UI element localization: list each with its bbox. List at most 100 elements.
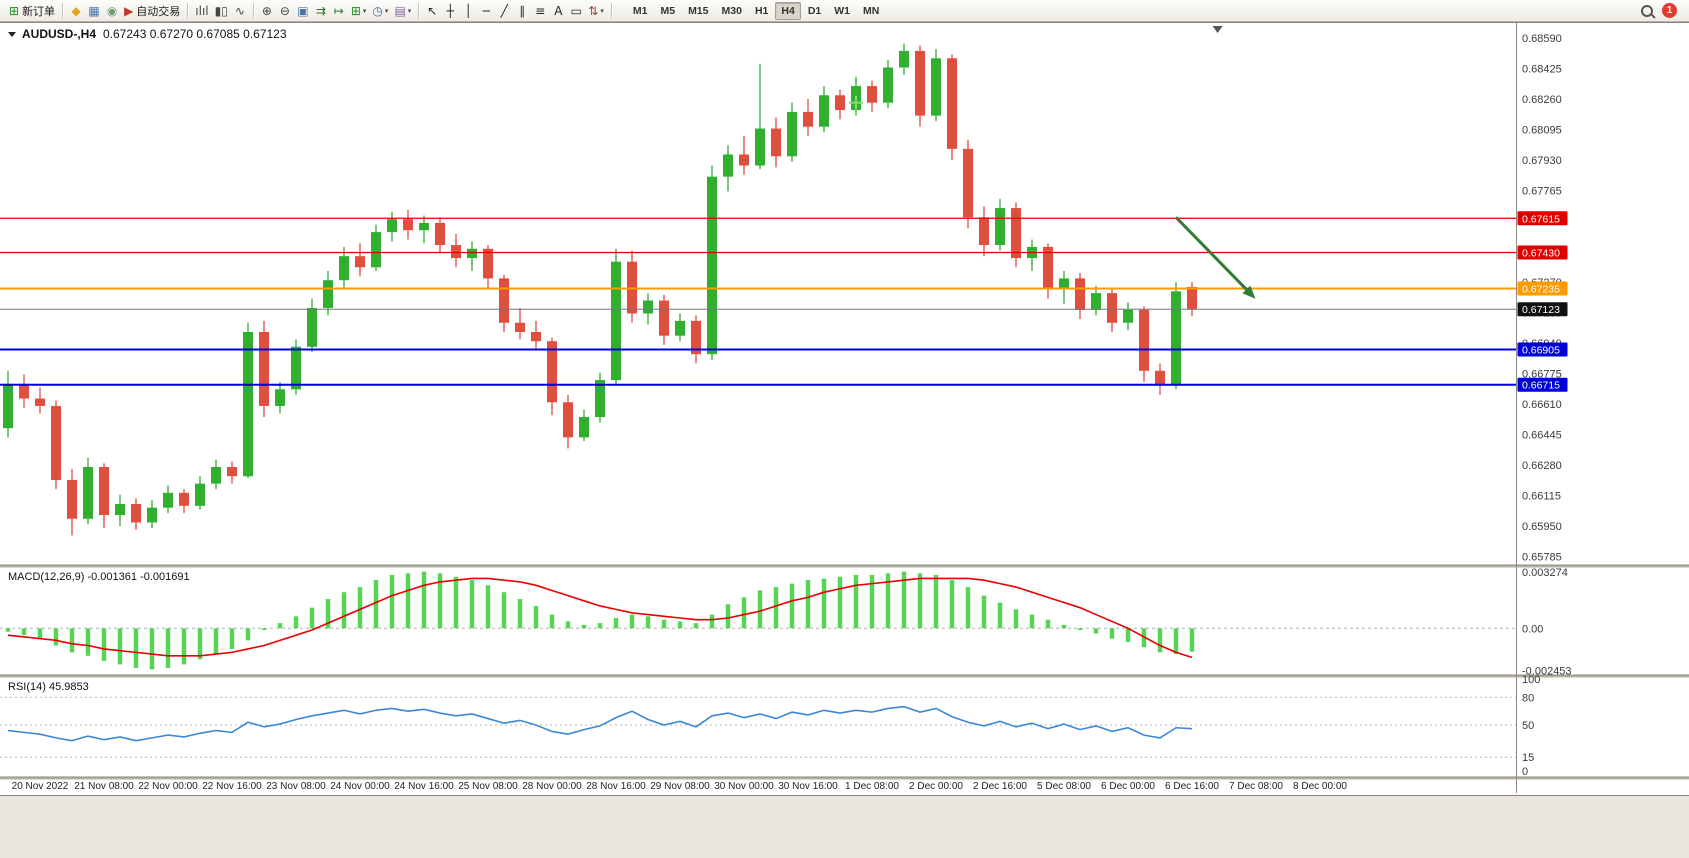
new-order-button[interactable]: ⊞ 新订单 xyxy=(6,2,58,20)
candle-body xyxy=(643,300,653,314)
time-tick-label: 21 Nov 08:00 xyxy=(74,781,134,792)
line-chart-button[interactable]: ∿ xyxy=(231,2,249,20)
candle-body xyxy=(1171,291,1181,386)
toolbar-separator xyxy=(62,3,64,18)
equidistant-channel-button[interactable]: ∥ xyxy=(513,2,531,20)
candle-body xyxy=(307,307,317,347)
candle-body xyxy=(995,208,1005,246)
time-tick-label: 22 Nov 16:00 xyxy=(202,781,262,792)
candle-body xyxy=(579,417,589,438)
candle-body xyxy=(1155,370,1165,386)
panel-splitter-2[interactable] xyxy=(0,675,1689,678)
text-label-button[interactable]: ▭ xyxy=(567,2,585,20)
community-button[interactable]: ◆ xyxy=(67,2,85,20)
auto-scroll-button[interactable]: ⇉ xyxy=(312,2,330,20)
time-axis[interactable]: 20 Nov 2022 21 Nov 08:00 22 Nov 00:00 22 No… xyxy=(12,781,1348,792)
vertical-line-button[interactable]: │ xyxy=(459,2,477,20)
notification-badge[interactable]: 1 xyxy=(1662,3,1677,18)
auto-trading-button[interactable]: ▶ 自动交易 xyxy=(121,2,183,20)
text-label-icon: ▭ xyxy=(570,3,582,18)
candle-body xyxy=(1187,287,1197,310)
time-tick-label: 28 Nov 00:00 xyxy=(522,781,582,792)
fibonacci-button[interactable]: ≡ xyxy=(531,2,549,20)
charts-window-icon: ▦ xyxy=(88,3,100,18)
price-tick-label: 0.66280 xyxy=(1522,460,1562,472)
horizontal-line-button[interactable]: ─ xyxy=(477,2,495,20)
time-tick-label: 6 Dec 00:00 xyxy=(1101,781,1155,792)
candle-body xyxy=(531,331,541,342)
chart-annotations[interactable] xyxy=(849,26,1256,299)
toolbar-right: 1 xyxy=(1641,3,1683,18)
chart-shift-button[interactable]: ↦ xyxy=(330,2,348,20)
zoom-out-icon: ⊖ xyxy=(279,3,290,18)
trend-arrow[interactable] xyxy=(1174,216,1248,291)
panel-splitter-1[interactable] xyxy=(0,565,1689,568)
one-click-trading-toggle[interactable] xyxy=(8,32,16,37)
timeframe-h4-button[interactable]: H4 xyxy=(775,1,801,20)
periods-button[interactable]: ◷ ▾ xyxy=(369,2,391,20)
tile-windows-button[interactable]: ▣ xyxy=(294,2,312,20)
timeframe-m1-button[interactable]: M1 xyxy=(627,2,654,20)
timeframe-mn-button[interactable]: MN xyxy=(857,2,885,20)
candle-body xyxy=(787,111,797,157)
candle-body xyxy=(3,383,13,429)
candlestick-chart-button[interactable]: ▮▯ xyxy=(212,2,231,20)
chart-shift-icon: ↦ xyxy=(333,3,344,18)
time-tick-label: 24 Nov 00:00 xyxy=(330,781,390,792)
candle-body xyxy=(243,331,253,477)
chart-window[interactable]: 0.68590 0.68425 0.68260 0.68095 0.67930 0.677… xyxy=(0,22,1689,796)
candle-body xyxy=(675,320,685,336)
candle-body xyxy=(19,383,29,399)
zoom-out-button[interactable]: ⊖ xyxy=(276,2,294,20)
toolbar-separator xyxy=(187,3,189,18)
zoom-in-button[interactable]: ⊕ xyxy=(258,2,276,20)
search-icon[interactable] xyxy=(1641,4,1653,17)
panel-splitters[interactable] xyxy=(0,564,1689,780)
timeframe-m5-button[interactable]: M5 xyxy=(654,2,681,20)
price-badge-label: 0.67430 xyxy=(1522,247,1560,259)
charts-window-button[interactable]: ▦ xyxy=(85,2,103,20)
time-tick-label: 22 Nov 00:00 xyxy=(138,781,198,792)
market-icon: ◉ xyxy=(106,3,118,18)
chart-canvas[interactable]: 0.68590 0.68425 0.68260 0.68095 0.67930 0.677… xyxy=(0,23,1689,795)
arrows-caret-icon: ▾ xyxy=(600,7,604,15)
panel-splitter-3[interactable] xyxy=(0,777,1689,780)
time-tick-label: 28 Nov 16:00 xyxy=(586,781,646,792)
candle-body xyxy=(771,128,781,157)
candle-body xyxy=(563,402,573,438)
candlestick-chart-icon: ▮▯ xyxy=(214,3,228,18)
crosshair-icon: ┼ xyxy=(446,3,454,18)
crosshair-button[interactable]: ┼ xyxy=(441,2,459,20)
candle-body xyxy=(515,322,525,332)
market-button[interactable]: ◉ xyxy=(103,2,121,20)
trend-arrow-head xyxy=(1242,285,1256,299)
candle-body xyxy=(323,280,333,308)
timeframe-m15-button[interactable]: M15 xyxy=(682,2,714,20)
macd-axis-label: 0.003274 xyxy=(1522,567,1568,579)
timeframe-d1-button[interactable]: D1 xyxy=(802,2,827,20)
cursor-button[interactable]: ↖ xyxy=(423,2,441,20)
time-tick-label: 1 Dec 08:00 xyxy=(845,781,899,792)
timeframe-h1-button[interactable]: H1 xyxy=(749,2,774,20)
indicators-button[interactable]: ⊞ ▾ xyxy=(348,2,370,20)
timeframe-w1-button[interactable]: W1 xyxy=(828,2,856,20)
time-tick-label: 2 Dec 16:00 xyxy=(973,781,1027,792)
window-background xyxy=(0,796,1689,858)
auto-trading-label: 自动交易 xyxy=(136,5,181,18)
chart-title: AUDUSD-,H4 xyxy=(22,27,96,41)
bar-chart-button[interactable]: ılıl xyxy=(192,2,211,20)
timeframe-m30-button[interactable]: M30 xyxy=(716,2,748,20)
macd-panel xyxy=(0,571,1516,670)
trendline-button[interactable]: ╱ xyxy=(495,2,513,20)
time-tick-label: 8 Dec 00:00 xyxy=(1293,781,1347,792)
price-axis[interactable]: 0.68590 0.68425 0.68260 0.68095 0.67930 0.677… xyxy=(1516,23,1572,793)
arrows-button[interactable]: ⇅ ▾ xyxy=(585,2,607,20)
chart-shift-marker[interactable] xyxy=(1212,26,1223,33)
price-badge-label: 0.66715 xyxy=(1522,380,1560,392)
price-badge xyxy=(1517,281,1568,296)
horizontal-lines[interactable] xyxy=(0,217,1516,386)
templates-button[interactable]: ▤ ▾ xyxy=(391,2,414,20)
macd-axis-label: 0.00 xyxy=(1522,623,1543,635)
candle-body xyxy=(179,492,189,506)
text-button[interactable]: A xyxy=(549,2,567,20)
